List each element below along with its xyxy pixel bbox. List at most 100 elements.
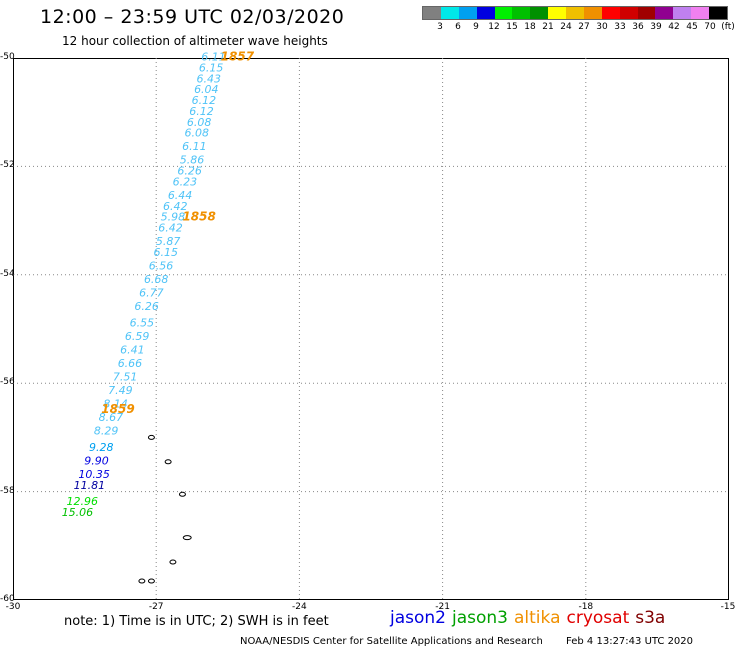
- wave-height-value: 6.15: [153, 246, 178, 259]
- wave-height-value: 8.14: [103, 398, 128, 411]
- color-scale-tick: 45: [686, 22, 698, 32]
- wave-height-value: 9.90: [84, 455, 109, 468]
- color-swatch: [512, 7, 531, 19]
- wave-height-value: 5.86: [180, 154, 205, 167]
- color-scale-tick: 3: [437, 22, 443, 32]
- color-scale-tick: 70: [704, 22, 716, 32]
- wave-height-value: 6.43: [196, 72, 221, 85]
- wave-height-value: 9.28: [89, 441, 114, 454]
- color-scale-tick: 6: [455, 22, 461, 32]
- color-scale-tick: 24: [560, 22, 572, 32]
- color-scale-tick: 36: [632, 22, 644, 32]
- wave-height-value: 7.51: [113, 370, 138, 383]
- island-outline: [138, 578, 146, 584]
- footer-timestamp: Feb 4 13:27:43 UTC 2020: [566, 636, 694, 647]
- color-swatch: [655, 7, 674, 19]
- wave-height-value: 6.77: [139, 286, 164, 299]
- color-scale-tick: 27: [578, 22, 590, 32]
- color-swatch: [476, 7, 495, 19]
- color-swatch: [458, 7, 477, 19]
- wave-height-value: 8.29: [94, 425, 119, 438]
- wave-height-value: 10.35: [78, 468, 110, 481]
- color-swatch: [583, 7, 602, 19]
- island-outline: [182, 535, 192, 541]
- color-swatch: [619, 7, 638, 19]
- wave-height-value: 6.12: [192, 94, 217, 107]
- color-swatch: [548, 7, 566, 19]
- color-swatch: [440, 7, 459, 19]
- color-scale-tick: 39: [650, 22, 662, 32]
- legend-item-s3a: s3a: [635, 608, 666, 628]
- longitude-label: -21: [435, 602, 450, 612]
- wave-height-value: 6.42: [158, 221, 183, 234]
- color-scale-tick: 18: [524, 22, 536, 32]
- longitude-label: -18: [578, 602, 594, 612]
- wave-height-value: 6.55: [130, 316, 155, 329]
- legend-item-altika: altika: [514, 608, 561, 628]
- color-swatch: [601, 7, 620, 19]
- latitude-label: -50: [0, 52, 15, 62]
- wave-height-value: 6.26: [134, 300, 159, 313]
- wave-height-value: 15.06: [62, 506, 94, 519]
- footer-org: NOAA/NESDIS Center for Satellite Applica…: [240, 636, 543, 647]
- legend-item-jason3: jason3: [452, 608, 508, 628]
- latitude-label: -52: [0, 160, 15, 171]
- wave-height-value: 6.44: [168, 189, 193, 202]
- color-swatch: [494, 7, 513, 19]
- latitude-label: -54: [0, 268, 15, 279]
- latitude-label: -60: [0, 594, 15, 604]
- time-label: 1857: [221, 50, 255, 64]
- island-outline: [164, 459, 172, 465]
- wave-height-value: 6.15: [199, 62, 224, 75]
- island-outline: [147, 578, 155, 584]
- color-swatch: [709, 7, 727, 19]
- longitude-label: -24: [292, 602, 307, 612]
- footer: NOAA/NESDIS Center for Satellite Applica…: [240, 636, 693, 647]
- color-swatch: [637, 7, 656, 19]
- wave-height-value: 6.42: [163, 200, 188, 213]
- legend-item-cryosat: cryosat: [566, 608, 630, 628]
- wave-height-value: 6.11: [182, 140, 207, 153]
- wave-height-value: 7.49: [108, 384, 133, 397]
- wave-height-value: 6.56: [149, 259, 174, 272]
- island-outline: [178, 491, 186, 497]
- wave-height-value: 5.98: [161, 211, 186, 224]
- time-label: 1859: [101, 402, 134, 416]
- wave-height-value: 8.67: [99, 411, 124, 424]
- color-swatch: [530, 7, 549, 19]
- wave-height-value: 6.11: [201, 51, 226, 64]
- wave-height-value: 6.68: [144, 273, 169, 286]
- page-subtitle: 12 hour collection of altimeter wave hei…: [62, 34, 328, 48]
- longitude-label: -15: [720, 602, 736, 612]
- wave-height-value: 6.23: [173, 175, 198, 188]
- units-note: note: 1) Time is in UTC; 2) SWH is in fe…: [64, 614, 329, 629]
- wave-height-value: 6.26: [177, 165, 202, 178]
- wave-height-value: 6.08: [187, 116, 212, 129]
- island-outline: [147, 434, 155, 440]
- color-scale-tick: 21: [542, 22, 554, 32]
- wave-height-value: 11.81: [74, 479, 106, 492]
- time-label: 1858: [182, 210, 215, 224]
- island-outline: [169, 559, 177, 565]
- color-scale-tick: 42: [668, 22, 680, 32]
- color-scale-tick: (ft): [721, 22, 735, 32]
- latitude-label: -58: [0, 485, 15, 496]
- color-scale-tick: 9: [473, 22, 479, 32]
- wave-height-value: 6.66: [118, 357, 143, 370]
- page-title: 12:00 – 23:59 UTC 02/03/2020: [40, 6, 345, 28]
- wave-height-value: 12.96: [66, 495, 98, 508]
- wave-height-value: 6.08: [185, 127, 210, 140]
- wave-height-value: 5.87: [156, 235, 181, 248]
- color-scale-tick: 15: [506, 22, 518, 32]
- satellite-legend: jason2 jason3 altika cryosat s3a: [390, 608, 671, 628]
- longitude-label: -30: [5, 602, 21, 612]
- wave-height-value: 6.04: [194, 83, 219, 96]
- color-scale-tick: 30: [596, 22, 608, 32]
- color-swatch: [566, 7, 584, 19]
- color-swatch: [423, 7, 441, 19]
- wave-height-value: 6.59: [125, 330, 150, 343]
- wave-height-value: 6.41: [120, 343, 145, 356]
- map-plot-area: [13, 58, 729, 600]
- color-scale-bar: [422, 6, 728, 20]
